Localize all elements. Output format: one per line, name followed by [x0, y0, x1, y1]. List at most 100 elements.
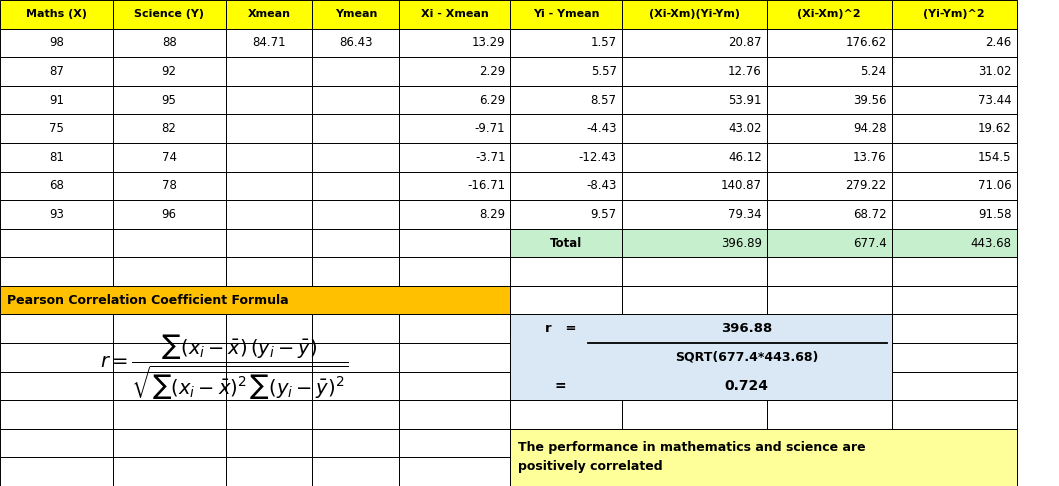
Bar [767, 429, 892, 457]
Text: 81: 81 [49, 151, 64, 164]
Text: 31.02: 31.02 [979, 65, 1011, 78]
Bar [892, 57, 1017, 86]
Text: 68: 68 [49, 179, 64, 192]
Text: -3.71: -3.71 [474, 151, 505, 164]
Text: 8.29: 8.29 [480, 208, 505, 221]
Text: 13.29: 13.29 [472, 36, 505, 50]
Bar [226, 257, 312, 286]
Text: 98: 98 [49, 36, 64, 50]
Bar [767, 400, 892, 429]
Bar [112, 429, 226, 457]
Bar [622, 457, 767, 486]
Bar [510, 314, 892, 400]
Bar [622, 229, 767, 257]
Bar [112, 457, 226, 486]
Bar [767, 200, 892, 229]
Bar [0, 143, 112, 172]
Bar [112, 172, 226, 200]
Bar [767, 57, 892, 86]
Bar [0, 429, 112, 457]
Bar [622, 343, 767, 372]
Text: SQRT(677.4*443.68): SQRT(677.4*443.68) [676, 351, 819, 364]
Bar [312, 172, 399, 200]
Text: Ymean: Ymean [335, 9, 377, 19]
Bar [622, 29, 767, 57]
Text: 9.57: 9.57 [591, 208, 616, 221]
Bar [399, 343, 510, 372]
Bar [767, 29, 892, 57]
Bar [112, 57, 226, 86]
Bar [510, 29, 622, 57]
Bar [510, 286, 622, 314]
Bar [399, 0, 510, 29]
Bar [510, 314, 622, 343]
Bar [399, 400, 510, 429]
Bar [767, 0, 892, 29]
Text: =: = [555, 379, 567, 393]
Text: r   =: r = [544, 322, 576, 335]
Bar [0, 314, 112, 343]
Text: 677.4: 677.4 [852, 237, 886, 249]
Text: 91: 91 [49, 94, 64, 106]
Text: 2.29: 2.29 [479, 65, 505, 78]
Bar [399, 57, 510, 86]
Text: 75: 75 [49, 122, 64, 135]
Bar [510, 429, 622, 457]
Bar [767, 457, 892, 486]
Bar [312, 400, 399, 429]
Text: -16.71: -16.71 [467, 179, 505, 192]
Text: 91.58: 91.58 [979, 208, 1011, 221]
Bar [226, 172, 312, 200]
Bar [510, 229, 622, 257]
Bar [399, 314, 510, 343]
Bar [622, 0, 767, 29]
Bar [510, 200, 622, 229]
Bar [622, 286, 767, 314]
Text: 73.44: 73.44 [979, 94, 1011, 106]
Bar [892, 229, 1017, 257]
Bar [0, 257, 112, 286]
Text: 82: 82 [162, 122, 177, 135]
Bar [892, 200, 1017, 229]
Text: 5.24: 5.24 [861, 65, 886, 78]
Text: 92: 92 [162, 65, 177, 78]
Bar [0, 457, 112, 486]
Bar [312, 29, 399, 57]
Bar [112, 372, 226, 400]
Bar [312, 57, 399, 86]
Bar [622, 372, 767, 400]
Bar [622, 57, 767, 86]
Bar [226, 229, 312, 257]
Bar [510, 457, 622, 486]
Bar [399, 229, 510, 257]
Bar [510, 400, 622, 429]
Text: 396.89: 396.89 [721, 237, 761, 249]
Text: Total: Total [550, 237, 582, 249]
Bar [892, 343, 1017, 372]
Bar [767, 372, 892, 400]
Text: 86.43: 86.43 [339, 36, 373, 50]
Bar [0, 200, 112, 229]
Bar [767, 229, 892, 257]
Bar [892, 114, 1017, 143]
Text: 39.56: 39.56 [854, 94, 886, 106]
Bar [510, 343, 622, 372]
Text: -8.43: -8.43 [587, 179, 616, 192]
Bar [112, 0, 226, 29]
Bar [399, 457, 510, 486]
Bar [892, 29, 1017, 57]
Text: 19.62: 19.62 [977, 122, 1011, 135]
Bar [399, 257, 510, 286]
Bar [0, 229, 112, 257]
Bar [226, 114, 312, 143]
Text: 5.57: 5.57 [591, 65, 616, 78]
Bar [312, 314, 399, 343]
Text: 154.5: 154.5 [979, 151, 1011, 164]
Bar [399, 372, 510, 400]
Bar [399, 86, 510, 114]
Text: 95: 95 [162, 94, 177, 106]
Bar [312, 343, 399, 372]
Bar [399, 172, 510, 200]
Bar [0, 57, 112, 86]
Bar [622, 429, 767, 457]
